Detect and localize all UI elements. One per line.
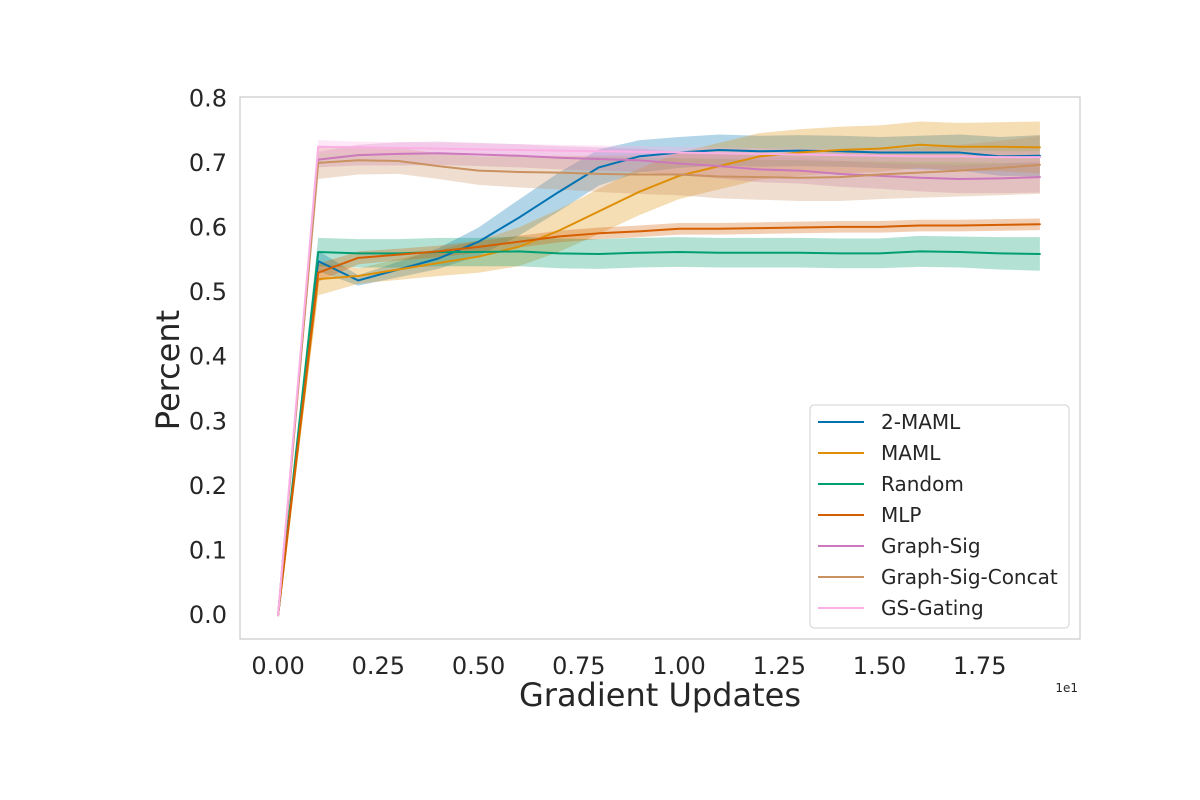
y-tick-label: 0.7 [189, 149, 227, 177]
legend-label: Graph-Sig [881, 534, 981, 558]
legend-label: Graph-Sig-Concat [881, 565, 1058, 589]
x-tick-label: 1.00 [652, 652, 705, 680]
y-tick-label: 0.2 [189, 472, 227, 500]
legend-label: Random [881, 472, 964, 496]
x-axis-offset-label: 1e1 [1055, 681, 1078, 695]
y-tick-label: 0.0 [189, 601, 227, 629]
x-tick-label: 1.75 [953, 652, 1006, 680]
line-graph-sig-concat [277, 159, 1041, 617]
plot-frame [239, 96, 1081, 640]
y-axis-label: Percent [149, 310, 187, 430]
line-graph-sig [277, 152, 1041, 617]
x-axis-label: Gradient Updates [519, 676, 801, 714]
y-tick-label: 0.5 [189, 278, 227, 306]
x-tick-label: 0.50 [452, 652, 505, 680]
band-2-maml [278, 134, 1040, 618]
legend-label: MLP [881, 503, 921, 527]
y-tick-label: 0.8 [189, 84, 227, 112]
y-tick-label: 0.1 [189, 536, 227, 564]
y-axis-ticks: 0.0 0.1 0.2 0.3 0.4 0.5 0.6 0.7 0.8 [189, 84, 227, 629]
line-gs-gating [277, 145, 1041, 617]
x-tick-label: 1.50 [853, 652, 906, 680]
y-tick-label: 0.3 [189, 407, 227, 435]
band-graph-sig [278, 141, 1040, 618]
x-tick-label: 0.75 [552, 652, 605, 680]
legend-frame [809, 404, 1070, 629]
legend-label: GS-Gating [881, 596, 984, 620]
y-tick-label: 0.4 [189, 343, 227, 371]
band-graph-sig-concat [278, 135, 1040, 618]
x-tick-label: 1.25 [753, 652, 806, 680]
line-mlp [277, 223, 1041, 617]
legend: 2-MAML MAML Random MLP Graph-Sig Graph-Sig-Co… [809, 404, 1070, 629]
x-axis-ticks: 0.00 0.25 0.50 0.75 1.00 1.25 1.50 1.75 [251, 652, 1006, 680]
legend-label: MAML [881, 441, 941, 465]
line-maml [277, 143, 1041, 617]
series-lines [277, 143, 1041, 617]
x-tick-label: 0.25 [352, 652, 405, 680]
legend-label: 2-MAML [881, 410, 961, 434]
x-tick-label: 0.00 [251, 652, 304, 680]
y-tick-label: 0.6 [189, 213, 227, 241]
